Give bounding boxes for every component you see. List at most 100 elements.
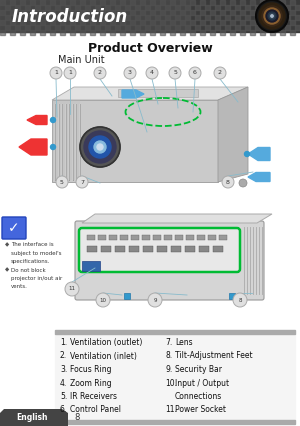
Bar <box>290 20 295 25</box>
Text: 7: 7 <box>80 179 84 184</box>
Bar <box>270 0 275 5</box>
Bar <box>115 15 120 20</box>
Bar <box>25 15 30 20</box>
Bar <box>285 25 290 30</box>
Bar <box>260 20 265 25</box>
Bar <box>35 25 40 30</box>
Bar <box>5 5 10 10</box>
Bar <box>118 89 198 97</box>
Bar <box>235 5 240 10</box>
FancyBboxPatch shape <box>79 228 240 272</box>
Bar <box>225 25 230 30</box>
Bar <box>270 20 275 25</box>
Bar <box>60 0 65 5</box>
FancyBboxPatch shape <box>75 221 264 300</box>
Bar <box>55 330 295 334</box>
Bar <box>30 20 35 25</box>
Bar <box>155 15 160 20</box>
Polygon shape <box>0 409 68 426</box>
Text: ✓: ✓ <box>8 221 20 235</box>
Bar <box>120 20 125 25</box>
Bar <box>215 15 220 20</box>
Bar <box>70 30 75 35</box>
Text: 8: 8 <box>238 297 242 302</box>
Bar <box>195 15 200 20</box>
Bar <box>80 0 85 5</box>
Text: Focus Ring: Focus Ring <box>70 365 112 374</box>
Bar <box>87 246 97 252</box>
Bar <box>70 0 75 5</box>
Bar <box>140 30 145 35</box>
Text: subject to model's: subject to model's <box>11 250 61 256</box>
Bar <box>0 0 190 32</box>
Bar <box>105 5 110 10</box>
Bar <box>0 0 300 32</box>
Bar <box>186 235 194 240</box>
Text: Lens: Lens <box>175 338 193 347</box>
Bar <box>190 0 195 5</box>
Bar <box>175 5 180 10</box>
Bar <box>145 15 150 20</box>
Circle shape <box>76 176 88 188</box>
Bar <box>85 25 90 30</box>
Circle shape <box>97 144 103 150</box>
Bar <box>213 246 223 252</box>
Bar <box>245 25 250 30</box>
Bar <box>120 30 125 35</box>
Bar <box>200 10 205 15</box>
Bar <box>290 10 295 15</box>
Bar <box>130 10 135 15</box>
Bar <box>110 10 115 15</box>
Text: 11.: 11. <box>165 406 177 414</box>
Bar <box>75 5 80 10</box>
Bar <box>160 30 165 35</box>
Bar <box>205 15 210 20</box>
Bar <box>150 30 155 35</box>
Polygon shape <box>52 100 218 182</box>
Bar <box>155 25 160 30</box>
Bar <box>210 30 215 35</box>
Text: Main Unit: Main Unit <box>58 55 105 65</box>
Bar <box>100 10 105 15</box>
Bar <box>180 0 185 5</box>
Circle shape <box>96 293 110 307</box>
Bar <box>199 246 209 252</box>
Bar <box>240 0 245 5</box>
Circle shape <box>89 136 111 158</box>
Bar <box>50 20 55 25</box>
Bar <box>255 5 260 10</box>
Bar <box>50 10 55 15</box>
Bar <box>98 235 106 240</box>
Bar <box>115 5 120 10</box>
Bar <box>115 25 120 30</box>
Bar <box>245 15 250 20</box>
Bar <box>170 0 175 5</box>
Text: ◆: ◆ <box>5 242 9 247</box>
Bar <box>105 25 110 30</box>
Bar <box>10 20 15 25</box>
Text: 8: 8 <box>74 413 80 422</box>
Bar <box>70 10 75 15</box>
Bar <box>175 235 183 240</box>
Bar <box>0 10 5 15</box>
Text: Connections: Connections <box>175 392 222 401</box>
Bar <box>55 420 295 424</box>
Bar <box>95 5 100 10</box>
Circle shape <box>233 293 247 307</box>
Text: Power Socket: Power Socket <box>175 406 226 414</box>
Bar <box>135 5 140 10</box>
Bar <box>65 5 70 10</box>
Circle shape <box>146 67 158 79</box>
FancyArrow shape <box>248 147 270 161</box>
Bar <box>40 20 45 25</box>
Bar <box>197 235 205 240</box>
Text: 4: 4 <box>150 70 154 75</box>
Text: The interface is: The interface is <box>11 242 54 247</box>
Bar <box>140 0 145 5</box>
Bar <box>153 235 161 240</box>
Bar <box>275 25 280 30</box>
Text: ◆: ◆ <box>5 268 9 273</box>
Bar <box>280 0 285 5</box>
Bar <box>35 15 40 20</box>
Bar <box>100 0 105 5</box>
